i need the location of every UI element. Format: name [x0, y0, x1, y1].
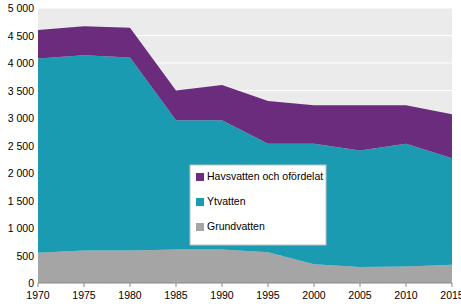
y-tick-label: 3 500	[8, 85, 34, 97]
x-tick-label: 2005	[348, 289, 372, 301]
x-tick	[406, 283, 407, 287]
y-tick-label: 2 000	[8, 167, 34, 179]
y-tick-label: 500	[16, 250, 34, 262]
legend-swatch	[196, 198, 204, 206]
legend-swatch	[196, 223, 204, 231]
x-tick-label: 2000	[302, 289, 326, 301]
y-tick-label: 1 000	[8, 222, 34, 234]
y-tick-label: 0	[28, 277, 34, 289]
y-tick-label: 2 500	[8, 140, 34, 152]
x-tick	[268, 283, 269, 287]
y-tick-label: 4 500	[8, 30, 34, 42]
x-tick-label: 1985	[164, 289, 188, 301]
legend-box	[190, 165, 326, 245]
chart-container: 0 500 1 000 1 500 2 000 2 500 3 000 3 500 4 000 4…	[0, 0, 461, 307]
x-tick	[130, 283, 131, 287]
x-tick	[452, 283, 453, 287]
area-series	[38, 26, 452, 158]
areas	[38, 26, 452, 283]
x-tick-label: 1980	[118, 289, 142, 301]
x-tick-label: 1995	[256, 289, 280, 301]
legend-label: Grundvatten	[207, 220, 265, 232]
legend-label: Havsvatten och ofördelat	[207, 170, 323, 182]
x-tick-label: 2015	[440, 289, 461, 301]
legend-label: Ytvatten	[207, 195, 246, 207]
x-tick	[176, 283, 177, 287]
grid-line	[38, 8, 452, 9]
x-tick-label: 1975	[72, 289, 96, 301]
plot-background	[38, 8, 452, 283]
grid-line	[38, 283, 452, 284]
x-tick-label: 1990	[210, 289, 234, 301]
x-tick	[360, 283, 361, 287]
x-tick-label: 2010	[394, 289, 418, 301]
x-tick	[84, 283, 85, 287]
x-tick-label: 1970	[26, 289, 50, 301]
y-tick-label: 3 000	[8, 112, 34, 124]
x-tick	[38, 283, 39, 287]
area-series	[38, 55, 452, 267]
legend-swatch	[196, 173, 204, 181]
chart-svg: 0 500 1 000 1 500 2 000 2 500 3 000 3 500 4 000 4…	[0, 0, 461, 307]
x-tick	[314, 283, 315, 287]
y-tick-label: 4 000	[8, 57, 34, 69]
x-axis-line	[38, 283, 452, 284]
y-tick-label: 5 000	[8, 2, 34, 14]
x-tick	[222, 283, 223, 287]
y-tick-label: 1 500	[8, 195, 34, 207]
